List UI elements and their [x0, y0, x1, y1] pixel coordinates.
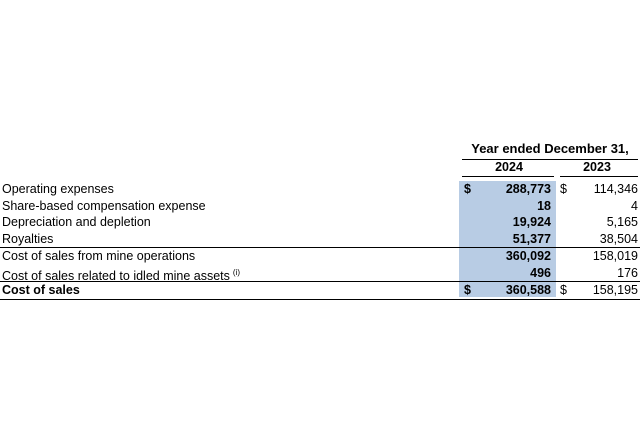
value-2024: 288,773	[505, 182, 551, 196]
value-2024: 360,588	[505, 283, 551, 297]
value-2023: 114,346	[593, 182, 638, 196]
row-label-text: Cost of sales related to idled mine asse…	[2, 268, 230, 283]
footnote-marker: (i)	[232, 267, 241, 277]
table-row: Operating expenses $ 288,773 $ 114,346	[0, 181, 640, 198]
currency-symbol: $	[560, 283, 567, 297]
row-label: Royalties	[2, 231, 54, 246]
period-header: Year ended December 31,	[471, 141, 629, 156]
table-row: Cost of sales related to idled mine asse…	[0, 265, 640, 285]
row-label: Cost of sales	[2, 283, 80, 297]
value-2023: 158,019	[592, 249, 638, 263]
value-2024: 51,377	[512, 231, 551, 246]
period-header-rule	[462, 159, 638, 160]
currency-symbol: $	[464, 283, 471, 297]
value-2023: 158,195	[592, 283, 638, 297]
value-2023: 176	[617, 265, 638, 280]
year-2023-underline	[560, 176, 638, 177]
table-row: Royalties 51,377 38,504	[0, 231, 640, 248]
table-row: Share-based compensation expense 18 4	[0, 198, 640, 215]
value-2024: 360,092	[505, 249, 551, 263]
current-year-highlight	[459, 181, 556, 297]
row-label: Cost of sales from mine operations	[2, 249, 196, 263]
year-2024-underline	[462, 176, 554, 177]
currency-symbol: $	[464, 182, 471, 196]
table-row: Depreciation and depletion 19,924 5,165	[0, 214, 640, 231]
cost-of-sales-table: Operating expenses $ 288,773 $ 114,346 S…	[0, 181, 640, 300]
currency-symbol: $	[560, 182, 567, 196]
value-2024: 496	[530, 265, 551, 280]
value-2023: 5,165	[606, 215, 638, 229]
row-label: Depreciation and depletion	[2, 215, 151, 229]
value-2023: 4	[631, 198, 638, 213]
row-label: Cost of sales related to idled mine asse…	[2, 265, 240, 285]
value-2024: 19,924	[512, 215, 551, 229]
row-label: Operating expenses	[2, 182, 114, 196]
value-2023: 38,504	[599, 231, 638, 246]
row-label: Share-based compensation expense	[2, 198, 206, 213]
table-row-subtotal: Cost of sales from mine operations 360,0…	[0, 247, 640, 265]
table-row-total: Cost of sales $ 360,588 $ 158,195	[0, 281, 640, 300]
value-2024: 18	[537, 198, 551, 213]
year-2024-header: 2024	[495, 160, 523, 174]
year-2023-header: 2023	[583, 160, 611, 174]
